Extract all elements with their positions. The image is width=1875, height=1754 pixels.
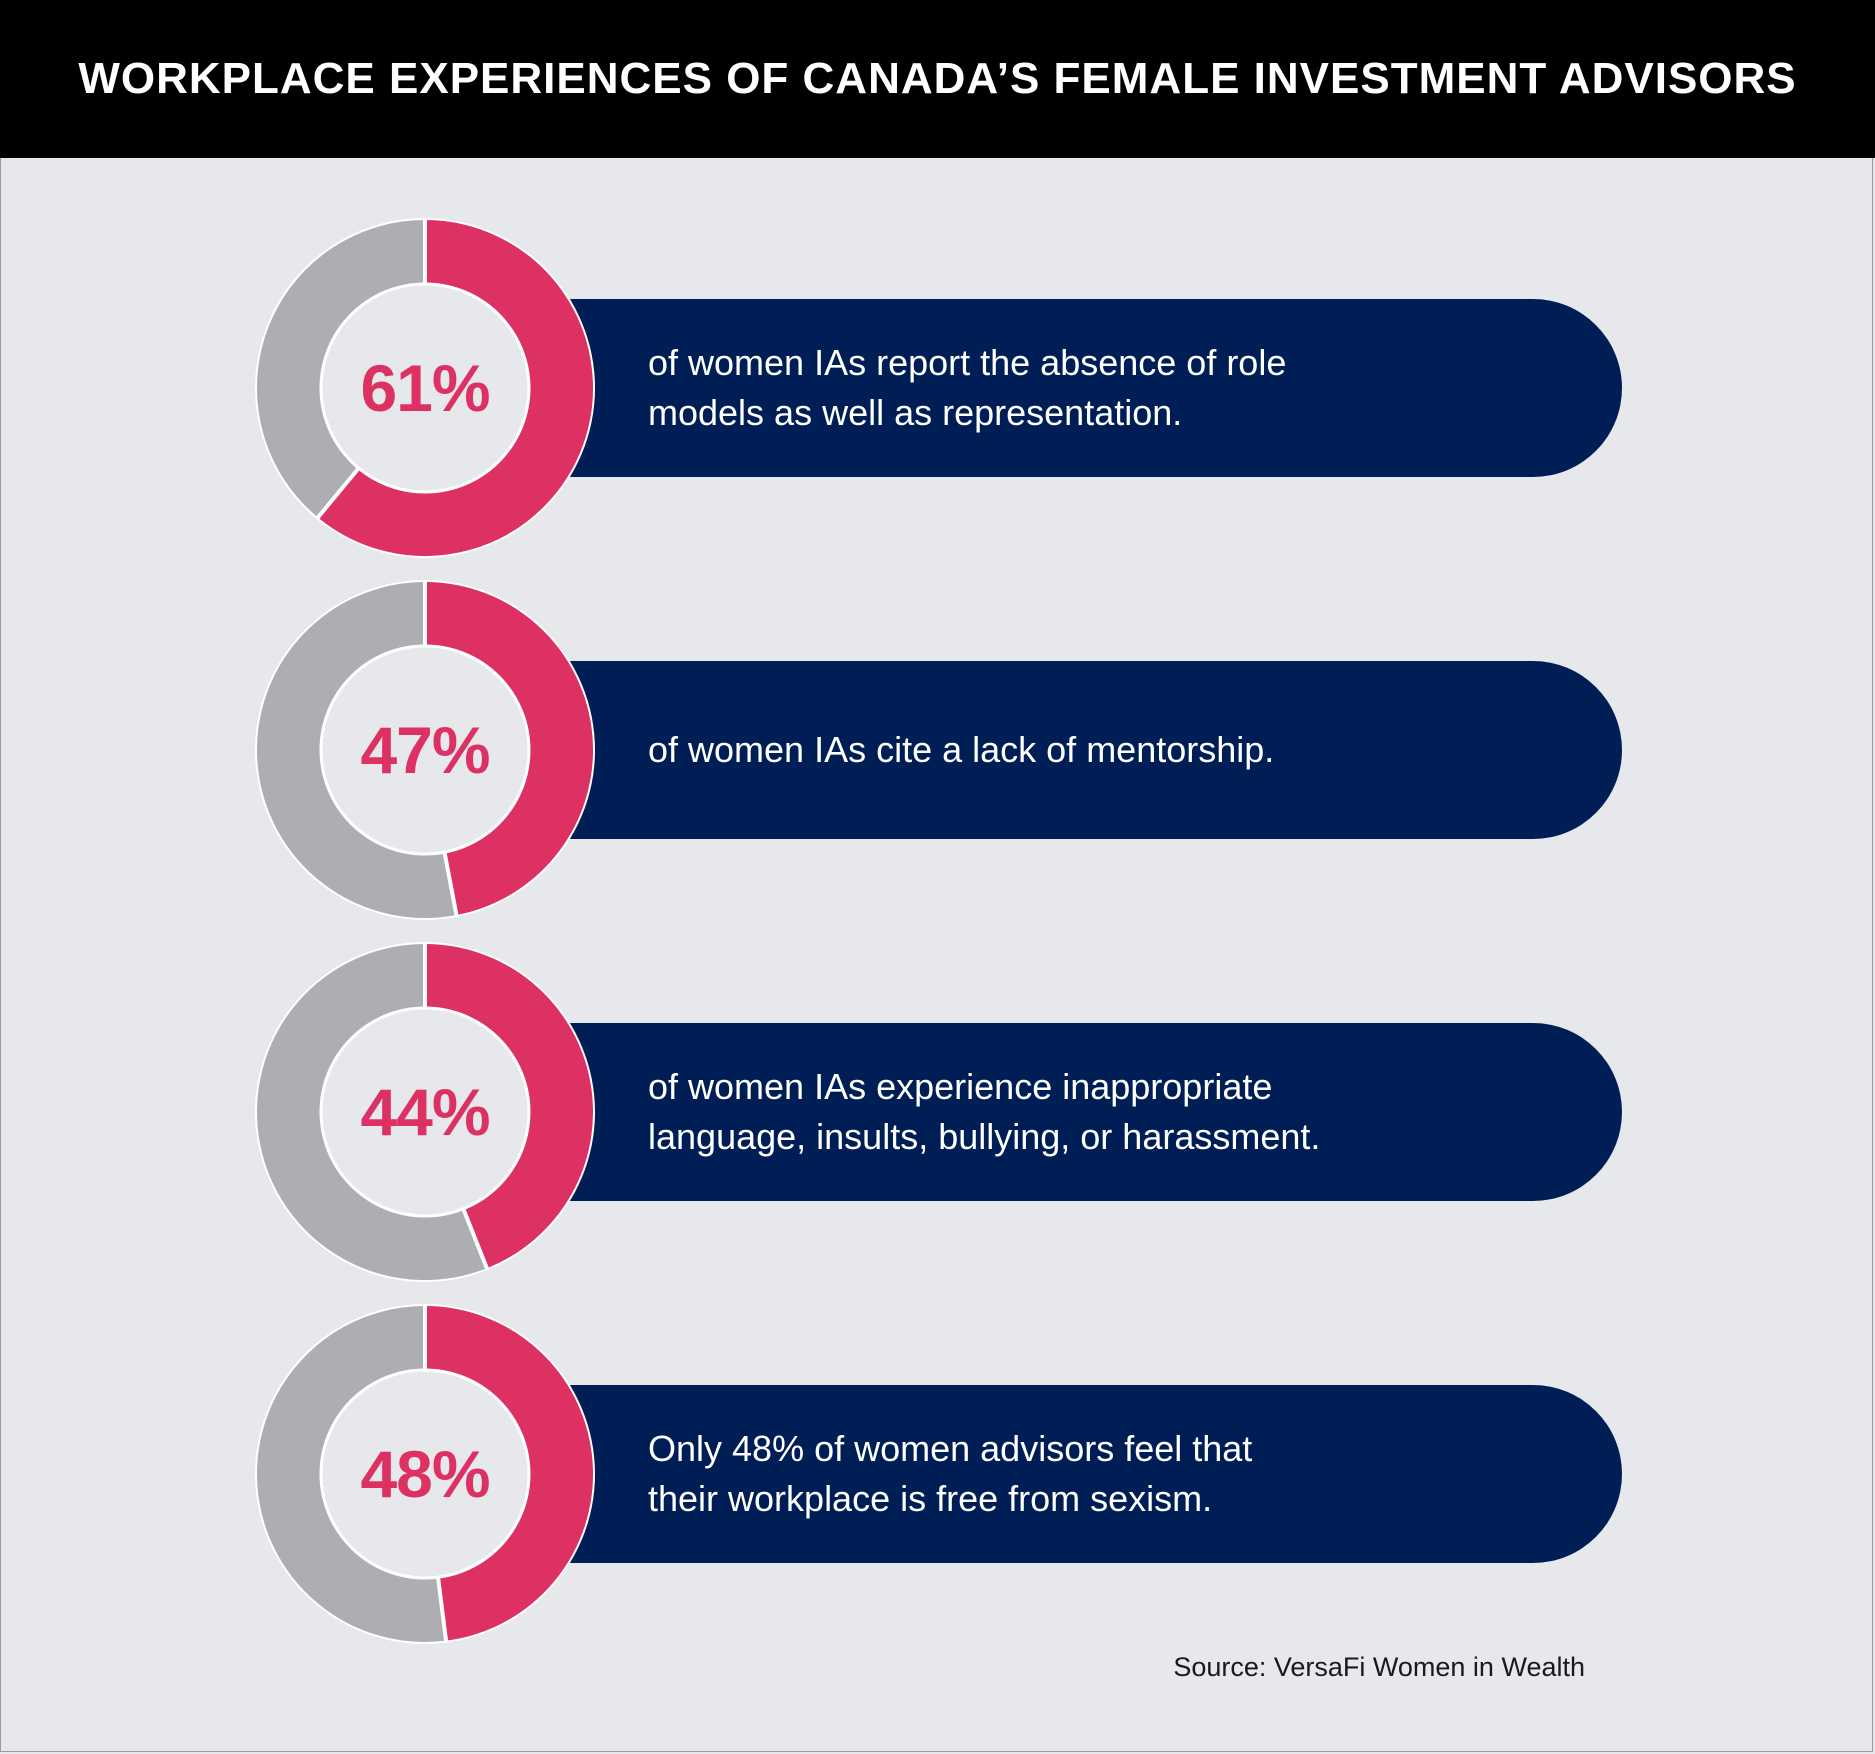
donut-value-segment <box>424 944 593 1269</box>
donut-chart-1: 61% <box>255 218 595 558</box>
donut-percent-label: 48% <box>360 1437 490 1511</box>
header-banner: WORKPLACE EXPERIENCES OF CANADA’S FEMALE… <box>0 0 1875 158</box>
donut-svg <box>255 218 595 558</box>
donut-separator <box>315 466 361 520</box>
stat-bar-3 <box>560 1023 1622 1201</box>
donut-value-segment <box>424 582 593 916</box>
donut-remainder-segment <box>257 944 487 1280</box>
stat-description-2: of women IAs cite a lack of mentorship. <box>648 725 1548 775</box>
stat-description-line: language, insults, bullying, or harassme… <box>648 1116 1321 1157</box>
page-title: WORKPLACE EXPERIENCES OF CANADA’S FEMALE… <box>78 54 1797 103</box>
donut-svg <box>255 1304 595 1644</box>
stat-description-line: of women IAs report the absence of role <box>648 342 1287 383</box>
donut-hole <box>319 1368 531 1580</box>
stat-description-4: Only 48% of women advisors feel that thei… <box>648 1424 1548 1524</box>
donut-percent-label: 61% <box>360 351 490 425</box>
donut-separator <box>442 850 459 917</box>
donut-value-segment <box>317 220 593 556</box>
stat-description-line: models as well as representation. <box>648 392 1183 433</box>
donut-percent-label: 44% <box>360 1075 490 1149</box>
stat-bar-4 <box>560 1385 1622 1563</box>
donut-percent-label: 47% <box>360 713 490 787</box>
donut-chart-3: 44% <box>255 942 595 1282</box>
stat-description-line: of women IAs experience inappropriate <box>648 1066 1273 1107</box>
stat-bar-1 <box>560 299 1622 477</box>
stat-description-3: of women IAs experience inappropriate lan… <box>648 1062 1548 1162</box>
donut-svg <box>255 942 595 1282</box>
donut-chart-4: 48% <box>255 1304 595 1644</box>
donut-hole <box>319 282 531 494</box>
donut-remainder-segment <box>257 1306 447 1642</box>
donut-chart-2: 47% <box>255 580 595 920</box>
stat-description-1: of women IAs report the absence of role m… <box>648 338 1548 438</box>
stat-description-line: of women IAs cite a lack of mentorship. <box>648 729 1275 770</box>
stat-description-line: their workplace is free from sexism. <box>648 1478 1213 1519</box>
stat-description-line: Only 48% of women advisors feel that <box>648 1428 1253 1469</box>
donut-remainder-segment <box>257 582 457 918</box>
donut-hole <box>319 1006 531 1218</box>
donut-hole <box>319 644 531 856</box>
source-note: Source: VersaFi Women in Wealth <box>1173 1652 1585 1682</box>
donut-svg <box>255 580 595 920</box>
donut-separator <box>461 1207 490 1270</box>
stat-bar-2 <box>560 661 1622 839</box>
donut-remainder-segment <box>257 220 426 518</box>
donut-value-segment <box>424 1306 593 1641</box>
donut-separator <box>435 1575 449 1642</box>
